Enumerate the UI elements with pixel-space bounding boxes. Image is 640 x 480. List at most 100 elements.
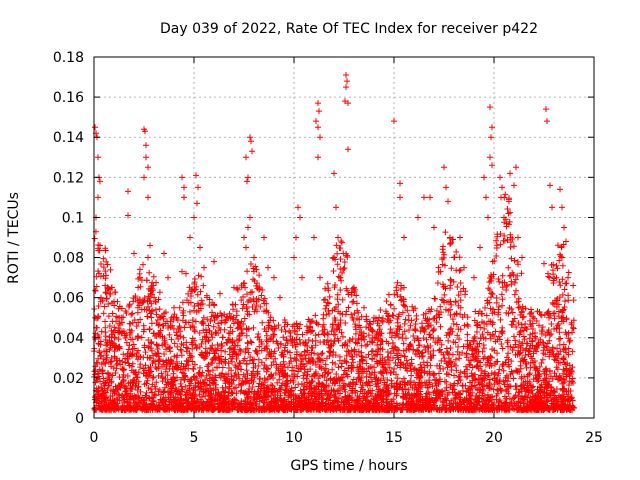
data-point — [436, 347, 443, 354]
data-point — [437, 365, 444, 372]
data-point — [447, 358, 454, 365]
data-point — [232, 384, 239, 391]
data-point — [490, 271, 497, 278]
data-point — [146, 269, 153, 276]
data-point — [284, 377, 291, 384]
data-point — [153, 379, 160, 386]
data-point — [532, 393, 539, 400]
data-point — [363, 360, 370, 367]
data-point — [290, 379, 297, 386]
data-point — [566, 338, 573, 345]
data-point — [278, 382, 285, 389]
data-point — [522, 321, 529, 328]
data-point — [150, 330, 157, 337]
data-point — [129, 310, 136, 317]
data-point — [119, 374, 126, 381]
data-point — [448, 301, 455, 308]
data-point — [421, 369, 428, 376]
data-point — [322, 365, 329, 372]
data-point — [565, 351, 572, 358]
data-point — [373, 395, 380, 402]
data-point — [440, 249, 447, 256]
data-point — [229, 405, 236, 412]
data-point — [224, 339, 231, 346]
data-point — [394, 379, 401, 386]
data-point — [113, 343, 120, 350]
data-point — [436, 370, 443, 377]
data-point — [547, 389, 554, 396]
data-point — [557, 348, 564, 355]
data-point — [343, 352, 350, 359]
data-point — [493, 252, 500, 259]
data-point — [202, 338, 209, 345]
data-point — [488, 393, 495, 400]
data-point — [228, 400, 235, 407]
data-point — [331, 394, 338, 401]
data-point — [554, 322, 561, 329]
data-point — [530, 359, 537, 366]
data-point — [142, 349, 149, 356]
data-point — [438, 357, 445, 364]
data-point — [519, 314, 526, 321]
data-point — [199, 319, 206, 326]
data-point — [532, 346, 539, 353]
data-point — [456, 267, 463, 274]
data-point — [506, 395, 513, 402]
data-point — [316, 373, 323, 380]
data-point — [349, 299, 356, 306]
data-point — [420, 326, 427, 333]
data-point — [512, 287, 519, 294]
data-point — [507, 272, 514, 279]
data-point — [495, 333, 502, 340]
data-point — [489, 346, 496, 353]
data-point — [451, 372, 458, 379]
data-point — [309, 390, 316, 397]
data-point — [329, 359, 336, 366]
data-point — [244, 268, 251, 275]
data-point — [312, 386, 319, 393]
data-point — [484, 383, 491, 390]
data-point — [569, 329, 576, 336]
data-point — [364, 382, 371, 389]
data-point — [105, 359, 112, 366]
data-point — [430, 352, 437, 359]
data-point — [488, 370, 495, 377]
data-point — [288, 387, 295, 394]
data-point — [512, 382, 519, 389]
data-point — [472, 385, 479, 392]
data-point — [331, 306, 338, 313]
data-point — [447, 282, 454, 289]
data-point — [218, 312, 225, 319]
data-point — [375, 383, 382, 390]
data-point — [512, 276, 519, 283]
data-point — [368, 364, 375, 371]
data-point — [477, 324, 484, 331]
data-point — [565, 387, 572, 394]
data-point — [419, 320, 426, 327]
data-point — [236, 405, 243, 412]
data-point — [383, 338, 390, 345]
data-point — [513, 324, 520, 331]
data-point — [291, 321, 298, 328]
data-point — [468, 383, 475, 390]
data-point — [162, 309, 169, 316]
data-point — [322, 387, 329, 394]
data-point — [334, 250, 341, 257]
data-point — [196, 364, 203, 371]
data-point — [514, 368, 521, 375]
data-point — [160, 315, 167, 322]
data-point — [505, 356, 512, 363]
data-point — [336, 382, 343, 389]
data-point — [106, 290, 113, 297]
data-point — [222, 348, 229, 355]
data-point — [112, 327, 119, 334]
data-point — [511, 279, 518, 286]
data-point — [295, 381, 302, 388]
data-point — [389, 355, 396, 362]
data-point — [297, 406, 304, 413]
data-points — [91, 72, 577, 413]
data-point — [176, 304, 183, 311]
data-point — [385, 313, 392, 320]
data-point — [244, 308, 251, 315]
data-point — [563, 316, 570, 323]
